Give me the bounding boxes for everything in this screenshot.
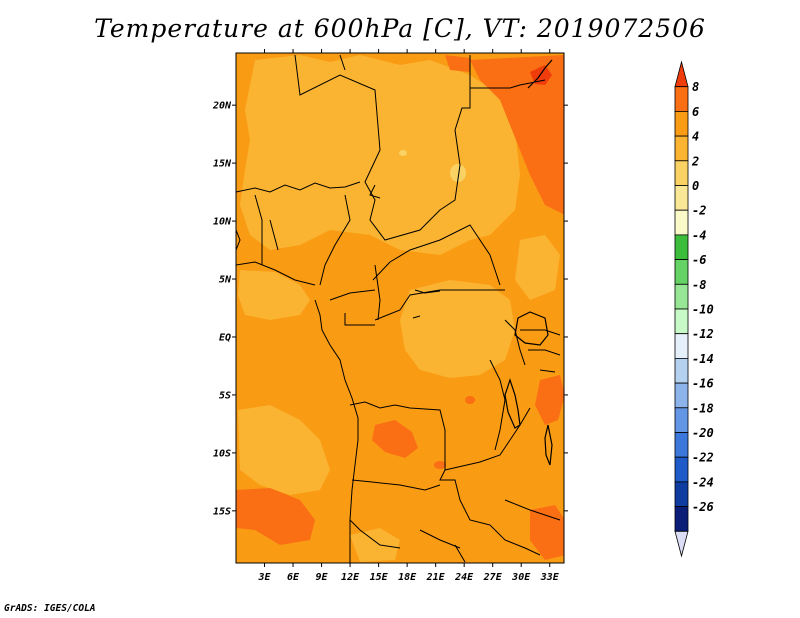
grads-credit: GrADS: IGES/COLA — [4, 603, 96, 614]
colorbar-label: -8 — [692, 278, 706, 292]
red-sea-coast — [527, 59, 553, 89]
lon-label: 27E — [483, 572, 503, 583]
colorbar-segment — [674, 283, 689, 310]
field-northeast-warm — [470, 55, 564, 215]
field-southwest-warm — [236, 488, 315, 545]
field-north-warm — [445, 55, 470, 72]
lon-label: 3E — [257, 572, 271, 583]
colorbar-segment — [674, 86, 689, 112]
colorbar-label: 0 — [692, 179, 699, 193]
colorbar-segment — [674, 259, 689, 285]
colorbar-label: 4 — [692, 130, 699, 144]
colorbar-label: -14 — [692, 352, 714, 366]
colorbar-label: -10 — [692, 303, 714, 317]
colorbar-label: 2 — [691, 154, 699, 168]
field-southwest-light — [238, 405, 330, 495]
colorbar-segment — [674, 209, 689, 236]
lat-label: 5N — [219, 275, 232, 286]
colorbar-segment — [674, 308, 689, 335]
colorbar-label: 6 — [692, 105, 699, 119]
lat-label: 15N — [213, 159, 232, 170]
lake-tanganyika — [504, 378, 521, 429]
lat-label: 10N — [213, 217, 232, 228]
lake-victoria — [514, 311, 549, 346]
colorbar-label: -22 — [692, 451, 714, 465]
colorbar-segment — [674, 407, 689, 433]
colorbar-segment — [674, 185, 689, 211]
field-small-warm-1 — [434, 461, 446, 469]
colorbar-label: -6 — [692, 253, 706, 267]
latitude-axis: 20N 15N 10N 5N EQ 5S 10S 15S — [212, 101, 568, 517]
field-congo-light — [400, 280, 515, 378]
field-angola-warm — [372, 420, 418, 458]
colorbar-label: -4 — [692, 228, 706, 242]
colorbar-label: -20 — [692, 426, 714, 440]
field-sahel-light — [240, 55, 520, 255]
colorbar-segment — [674, 530, 689, 558]
colorbar-segment — [674, 111, 689, 137]
lon-label: 18E — [398, 572, 417, 583]
field-west-coast-light — [238, 270, 310, 320]
lat-label: 10S — [213, 448, 231, 459]
field-east-light — [515, 235, 560, 300]
longitude-axis: 3E 6E 9E 12E 15E 18E 21E 24E 27E 30E 33E — [257, 49, 560, 583]
colorbar-label: -16 — [692, 377, 714, 391]
colorbar-label: -24 — [692, 475, 714, 489]
colorbar-label: -12 — [692, 327, 714, 341]
lon-label: 24E — [454, 572, 474, 583]
colorbar-label: -18 — [692, 401, 714, 415]
colorbar-segment — [674, 456, 689, 483]
colorbar-label: 8 — [692, 80, 699, 94]
country-borders — [236, 54, 561, 563]
lat-label: 15S — [213, 506, 231, 517]
map-title: Temperature at 600hPa [C], VT: 201907250… — [94, 14, 706, 43]
lon-label: 9E — [316, 572, 329, 583]
colorbar: 8 6 4 2 0 -2 -4 -6 -8 -10 -12 -14 -16 -18 -20 -22 -24 -26 — [674, 60, 714, 558]
colorbar-segment — [674, 506, 689, 532]
colorbar-segment — [674, 357, 689, 384]
field-cool-patch — [450, 164, 466, 182]
field-cool-patch-2 — [399, 150, 407, 156]
lat-label: 5S — [219, 390, 231, 401]
colorbar-label: -2 — [692, 204, 706, 218]
lon-label: 15E — [370, 572, 389, 583]
field-small-warm-2 — [465, 396, 475, 404]
colorbar-segment — [674, 382, 689, 409]
lon-label: 21E — [426, 572, 446, 583]
colorbar-label: -26 — [692, 500, 714, 514]
field-south-light — [350, 528, 400, 562]
lon-label: 33E — [540, 572, 560, 583]
lon-label: 12E — [341, 572, 360, 583]
lat-label: 20N — [212, 101, 232, 112]
colorbar-segment — [674, 135, 689, 162]
colorbar-segment — [674, 481, 689, 507]
coastline-west — [236, 229, 359, 563]
lake-malawi — [544, 424, 553, 466]
lon-label: 30E — [511, 572, 531, 583]
colorbar-segment — [674, 60, 689, 88]
colorbar-segment — [674, 160, 689, 186]
colorbar-segment — [674, 432, 689, 458]
temperature-field — [236, 53, 564, 563]
lon-label: 6E — [287, 572, 300, 583]
map-frame — [235, 52, 565, 564]
field-east-warm — [535, 375, 564, 425]
lat-label: EQ — [219, 332, 231, 343]
colorbar-segment — [674, 234, 689, 260]
colorbar-segment — [674, 333, 689, 359]
